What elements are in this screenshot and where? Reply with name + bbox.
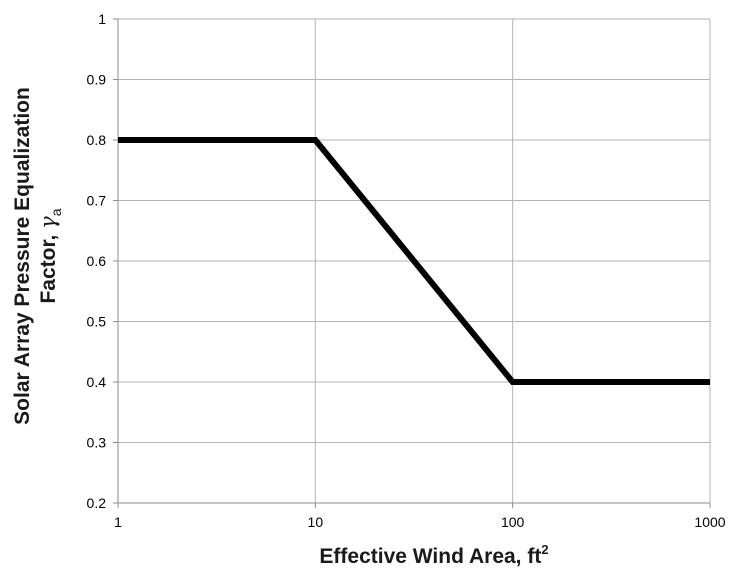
- y-tick-label: 0.7: [87, 193, 107, 209]
- y-tick-label: 0.2: [87, 495, 107, 511]
- x-axis-title-superscript: 2: [541, 542, 548, 557]
- y-axis-title-line2-text: Factor,: [37, 229, 60, 304]
- x-axis-title: Effective Wind Area, ft2: [319, 542, 548, 568]
- x-tick-label: 10: [308, 514, 324, 530]
- y-tick-labels: 0.2 0.3 0.4 0.5 0.6 0.7 0.8 0.9 1: [87, 11, 107, 511]
- x-axis-title-text: Effective Wind Area, ft: [319, 545, 541, 568]
- y-axis-title-symbol: γ: [36, 216, 60, 229]
- y-tick-label: 0.5: [87, 314, 107, 330]
- y-tick-label: 0.3: [87, 435, 107, 451]
- x-tick-labels: 1 10 100 1000: [114, 514, 726, 530]
- x-tick-label: 100: [501, 514, 525, 530]
- y-tick-label: 0.6: [87, 253, 107, 269]
- series-line: [118, 137, 710, 385]
- y-axis-title-subscript: a: [48, 208, 64, 216]
- y-tick-label: 0.9: [87, 72, 107, 88]
- x-tick-label: 1: [114, 514, 122, 530]
- x-tick-label: 1000: [694, 514, 725, 530]
- y-tick-label: 0.4: [87, 374, 107, 390]
- y-axis-title-line1: Solar Array Pressure Equalization: [11, 87, 34, 425]
- y-axis-title-line2: Factor, γa: [36, 208, 64, 303]
- y-axis-title: Solar Array Pressure Equalization Factor…: [11, 87, 64, 425]
- y-tick-label: 0.8: [87, 132, 107, 148]
- axes: [113, 18, 711, 508]
- series: [118, 137, 710, 385]
- y-tick-label: 1: [98, 11, 106, 27]
